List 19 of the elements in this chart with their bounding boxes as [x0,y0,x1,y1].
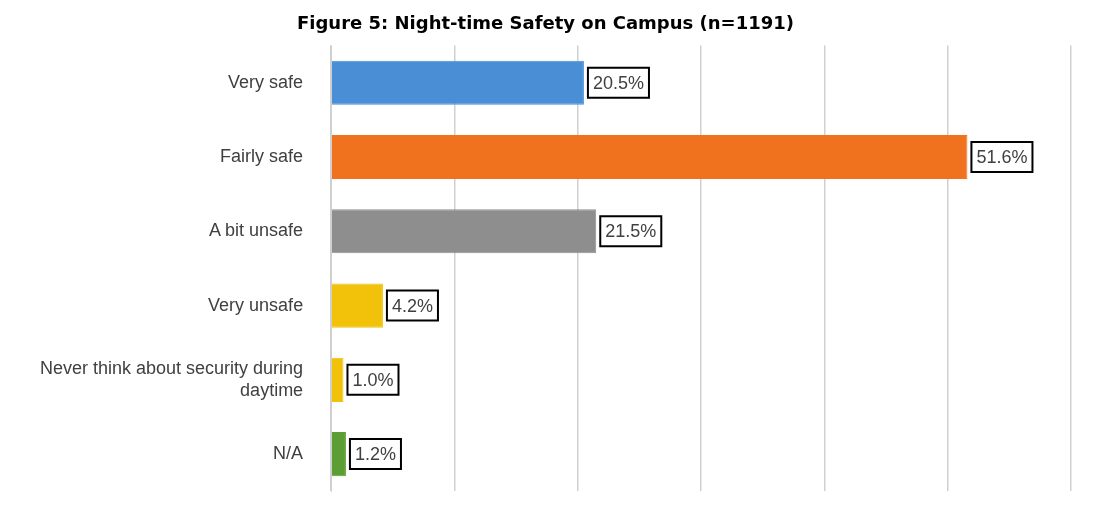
data-label: 1.2% [354,444,396,465]
bar [331,283,383,328]
y-tick-label: Fairly safe [220,145,304,166]
y-tick-label: A bit unsafe [209,220,304,241]
y-tick-label: Very unsafe [208,294,304,315]
data-label: 4.2% [391,295,433,316]
y-tick-label: N/A [273,443,304,464]
y-tick-label: Very safe [228,71,304,92]
data-label: 1.0% [352,369,394,390]
data-label: 20.5% [592,72,644,93]
chart-title: Figure 5: Night-time Safety on Campus (n=1191) [297,12,794,34]
bar [331,209,597,254]
data-label: 51.6% [976,146,1028,167]
bar [331,431,346,477]
bar [331,134,968,180]
y-tick-label: Never think about security during daytime [40,357,304,400]
data-label: 21.5% [605,221,657,242]
bar [331,60,584,105]
bar [331,357,344,402]
